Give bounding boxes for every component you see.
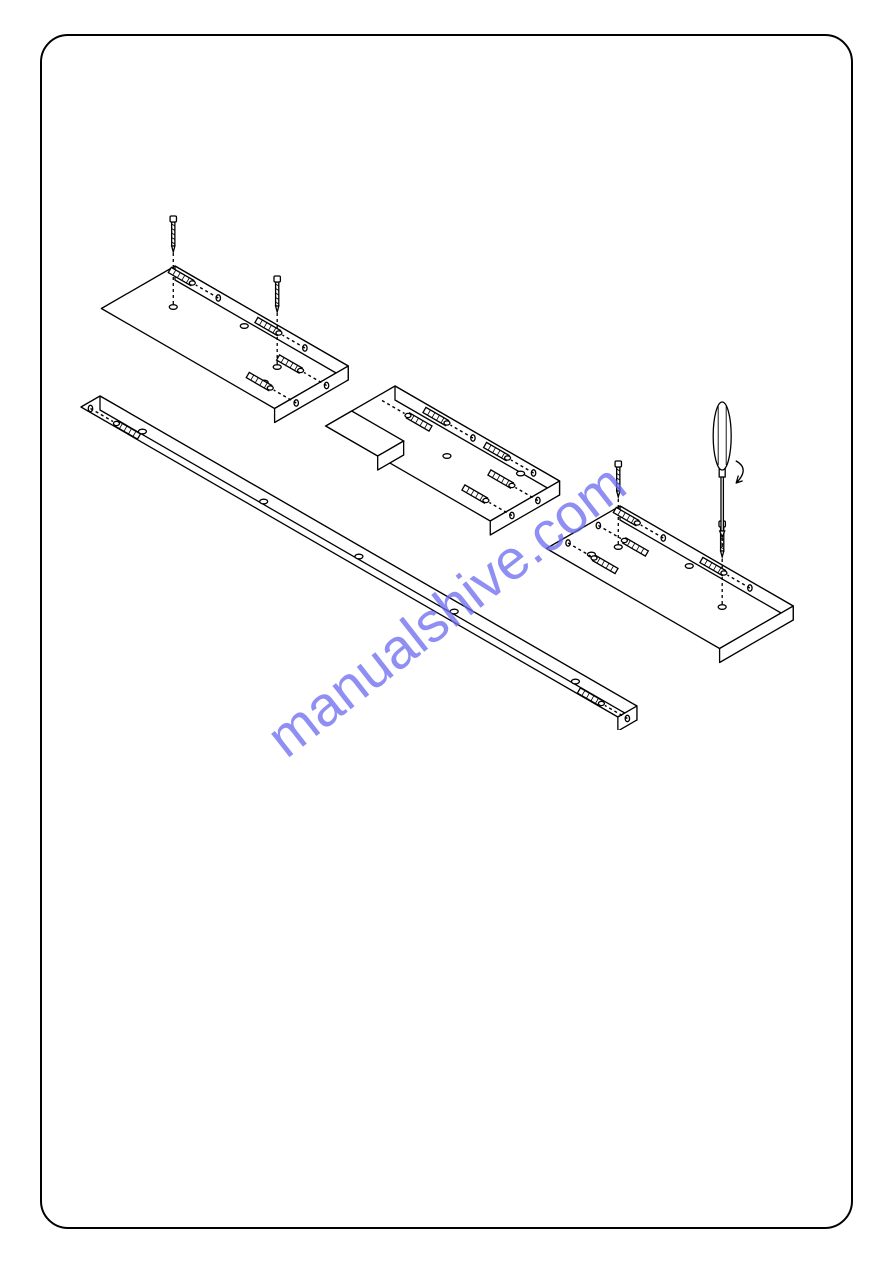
assembly-diagram [60,90,850,730]
